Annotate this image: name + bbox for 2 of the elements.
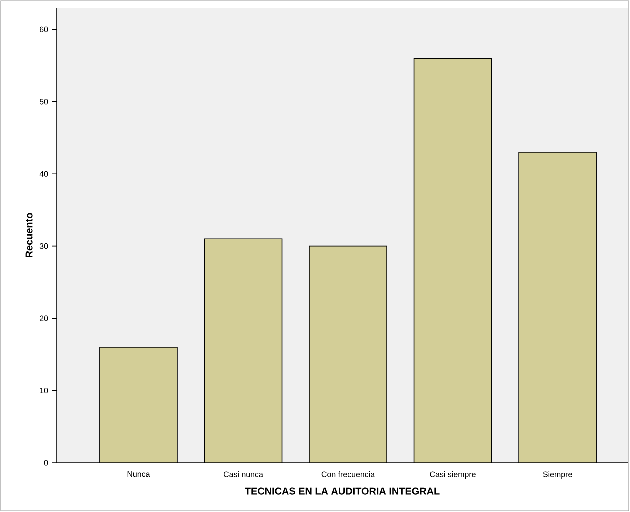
x-axis-title: TECNICAS EN LA AUDITORIA INTEGRAL	[245, 488, 440, 495]
y-axis-title: Recuento	[26, 213, 33, 258]
